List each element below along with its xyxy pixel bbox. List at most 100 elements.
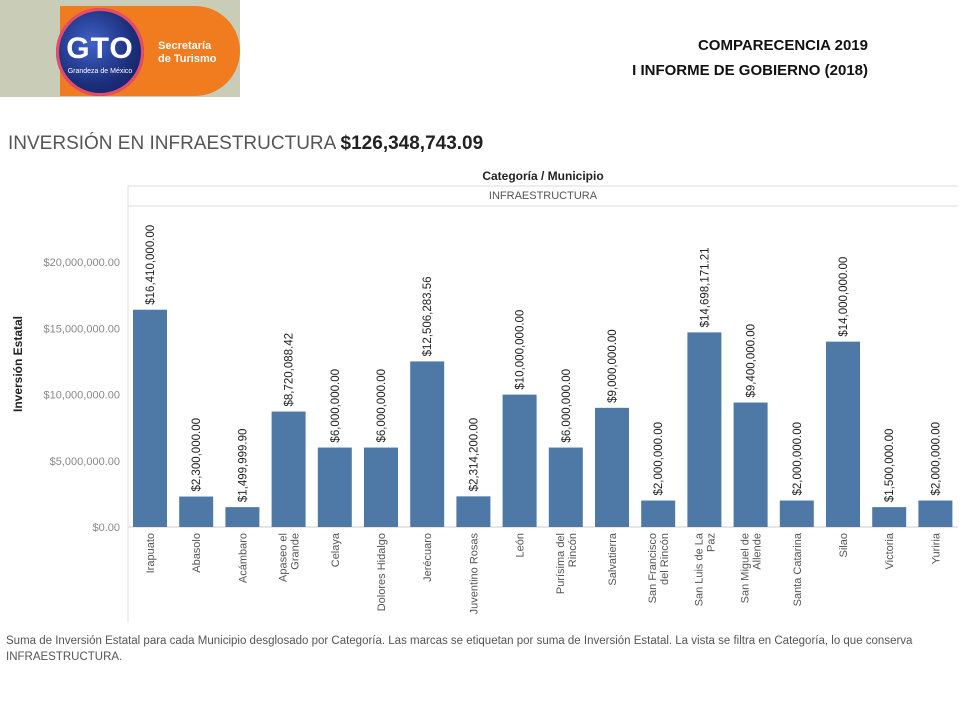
- bar-value-label: $14,000,000.00: [838, 257, 850, 337]
- bar[interactable]: [410, 361, 445, 527]
- category-label: Abasolo: [191, 533, 203, 573]
- bar-value-label: $1,499,999.90: [237, 429, 249, 503]
- bar-value-label: $16,410,000.00: [145, 225, 157, 305]
- bar-value-label: $2,000,000.00: [792, 422, 804, 496]
- secretaria-line2: de Turismo: [158, 53, 217, 65]
- category-header: INFRAESTRUCTURA: [489, 190, 598, 202]
- bar[interactable]: [179, 496, 214, 527]
- bar[interactable]: [779, 500, 814, 527]
- category-label: San Miguel deAllende: [740, 533, 764, 603]
- bar[interactable]: [548, 447, 583, 527]
- category-label-line: San Francisco: [647, 533, 659, 603]
- bar[interactable]: [595, 407, 629, 527]
- category-label-line: Irapuato: [145, 533, 157, 573]
- logo-mark: GTO: [66, 32, 134, 65]
- bar-value-label: $2,300,000.00: [191, 418, 203, 492]
- category-label: San Franciscodel Rincón: [647, 533, 671, 603]
- bar-value-label: $1,500,000.00: [884, 429, 896, 503]
- category-label-line: Silao: [838, 533, 850, 557]
- category-label-line: Acámbaro: [237, 533, 249, 583]
- category-label-line: San Luis de La: [693, 532, 705, 606]
- category-label-line: Celaya: [330, 532, 342, 567]
- category-label-line: Grande: [290, 533, 302, 570]
- y-tick-label: $20,000,000.00: [44, 257, 120, 269]
- category-label: Purísima delRincón: [555, 533, 579, 594]
- logo-tagline: Grandeza de México: [67, 68, 133, 75]
- value-labels: $16,410,000.00 $2,300,000.00 $1,499,999.90…: [145, 225, 942, 502]
- bar[interactable]: [641, 500, 676, 527]
- category-label-line: Juventino Rosas: [468, 533, 480, 615]
- category-label-line: del Rincón: [659, 533, 671, 585]
- category-label: Juventino Rosas: [468, 533, 480, 615]
- y-tick-label: $10,000,000.00: [44, 390, 120, 402]
- bar[interactable]: [364, 447, 398, 527]
- category-label: Apaseo elGrande: [278, 533, 302, 582]
- bar-value-label: $6,000,000.00: [330, 369, 342, 443]
- bar-value-label: $8,720,088.42: [284, 333, 296, 407]
- category-label-line: Paz: [705, 533, 717, 552]
- category-label: Jerécuaro: [422, 533, 434, 582]
- category-label-line: Jerécuaro: [422, 533, 434, 582]
- bar[interactable]: [918, 500, 953, 527]
- category-label-line: Purísima del: [555, 533, 567, 594]
- category-label: Salvatierra: [607, 532, 619, 585]
- category-label: Celaya: [330, 532, 342, 567]
- y-tick-label: $0.00: [92, 522, 120, 534]
- category-label-line: Victoria: [884, 532, 896, 569]
- category-label-line: León: [515, 533, 527, 557]
- header-line1: COMPARECENCIA 2019: [697, 37, 868, 54]
- bar-value-label: $10,000,000.00: [515, 310, 527, 390]
- category-label-line: Yuriria: [930, 532, 942, 564]
- bar[interactable]: [317, 447, 352, 527]
- y-tick-label: $15,000,000.00: [44, 323, 120, 335]
- secretaria-line1: Secretaría: [158, 40, 212, 52]
- bar[interactable]: [456, 496, 491, 527]
- bar-value-label: $6,000,000.00: [376, 369, 388, 443]
- bar[interactable]: [872, 507, 907, 527]
- header-line2: I INFORME DE GOBIERNO (2018): [632, 62, 868, 79]
- bar-chart: Categoría / Municipio INFRAESTRUCTURA In…: [11, 169, 958, 622]
- category-label: Acámbaro: [237, 533, 249, 583]
- category-label: Dolores Hidalgo: [376, 533, 388, 611]
- bar-value-label: $9,400,000.00: [746, 324, 758, 398]
- category-label-line: Rincón: [567, 533, 579, 567]
- category-label: León: [515, 533, 527, 557]
- category-labels: Irapuato Abasolo Acámbaro Apaseo elGrande Ce…: [145, 532, 942, 614]
- secretaria-label: Secretaría de Turismo: [158, 40, 216, 66]
- column-header: Categoría / Municipio: [482, 169, 603, 183]
- bar[interactable]: [687, 332, 722, 527]
- bars: [133, 309, 953, 527]
- y-axis-ticks: $0.00 $5,000,000.00 $10,000,000.00 $15,000,…: [44, 257, 120, 534]
- bar-value-label: $2,000,000.00: [653, 422, 665, 496]
- category-label-line: Dolores Hidalgo: [376, 533, 388, 611]
- bar[interactable]: [502, 394, 537, 527]
- category-label-line: Salvatierra: [607, 532, 619, 585]
- bar-value-label: $2,000,000.00: [930, 422, 942, 496]
- bar-value-label: $12,506,283.56: [422, 276, 434, 356]
- bar[interactable]: [733, 402, 768, 527]
- category-label-line: Apaseo el: [278, 533, 290, 582]
- bar[interactable]: [225, 507, 260, 527]
- footnote: Suma de Inversión Estatal para cada Muni…: [6, 635, 913, 663]
- category-label: Victoria: [884, 532, 896, 569]
- category-label-line: San Miguel de: [740, 533, 752, 603]
- bar[interactable]: [133, 309, 167, 527]
- category-label: San Luis de LaPaz: [693, 532, 717, 606]
- category-label-line: Abasolo: [191, 533, 203, 573]
- bar-value-label: $6,000,000.00: [561, 369, 573, 443]
- bar[interactable]: [826, 341, 860, 527]
- gto-logo: GTO Grandeza de México: [56, 8, 144, 96]
- category-label-line: Allende: [752, 533, 764, 570]
- bar-value-label: $2,314,200.00: [468, 418, 480, 492]
- category-label: Santa Catarina: [792, 532, 804, 606]
- page-title: INVERSIÓN EN INFRAESTRUCTURA $126,348,74…: [8, 133, 483, 155]
- category-label: Irapuato: [145, 533, 157, 573]
- bar-value-label: $14,698,171.21: [699, 247, 711, 327]
- category-label: Silao: [838, 533, 850, 557]
- category-label-line: Santa Catarina: [792, 532, 804, 606]
- y-axis-label: Inversión Estatal: [11, 316, 25, 412]
- bar-value-label: $9,000,000.00: [607, 329, 619, 403]
- bar[interactable]: [271, 411, 306, 527]
- title-label: INVERSIÓN EN INFRAESTRUCTURA: [8, 133, 336, 154]
- title-amount: $126,348,743.09: [340, 133, 484, 154]
